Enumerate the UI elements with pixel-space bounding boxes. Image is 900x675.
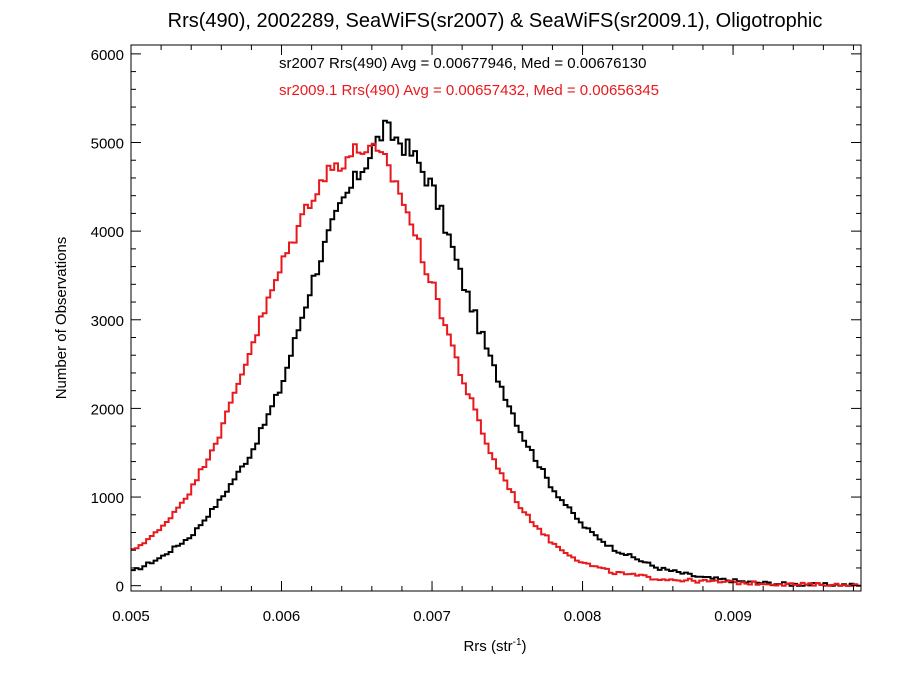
series-layer: [131, 119, 861, 587]
x-tick-label: 0.005: [112, 608, 150, 625]
x-axis-label: Rrs (str-1): [463, 637, 526, 655]
y-tick-label: 1000: [91, 490, 124, 507]
y-tick-label: 3000: [91, 313, 124, 330]
y-tick-label: 2000: [91, 401, 124, 418]
annotation-sr2007: sr2007 Rrs(490) Avg = 0.00677946, Med = …: [279, 55, 647, 72]
series-line-0: [131, 119, 861, 587]
x-axis-label-close: ): [522, 638, 527, 655]
plot-frame: [130, 44, 862, 592]
chart-title: Rrs(490), 2002289, SeaWiFS(sr2007) & Sea…: [168, 10, 823, 32]
annotation-sr2009: sr2009.1 Rrs(490) Avg = 0.00657432, Med …: [279, 82, 659, 99]
tick-layer: 0.005 0.006 0.007 0.008 0.009 0 1000 2000 3000 40…: [91, 45, 861, 625]
x-axis-label-main: Rrs (str: [463, 638, 512, 655]
y-tick-label: 4000: [91, 224, 124, 241]
x-tick-label: 0.007: [413, 608, 451, 625]
x-axis-label-sup: -1: [513, 637, 522, 648]
x-tick-label: 0.008: [564, 608, 602, 625]
x-tick-label: 0.009: [714, 608, 752, 625]
y-tick-label: 6000: [91, 47, 124, 64]
x-tick-label: 0.006: [263, 608, 301, 625]
y-axis-label: Number of Observations: [53, 237, 70, 400]
y-tick-label: 5000: [91, 136, 124, 153]
series-line-1: [131, 142, 861, 587]
y-tick-label: 0: [116, 579, 124, 596]
